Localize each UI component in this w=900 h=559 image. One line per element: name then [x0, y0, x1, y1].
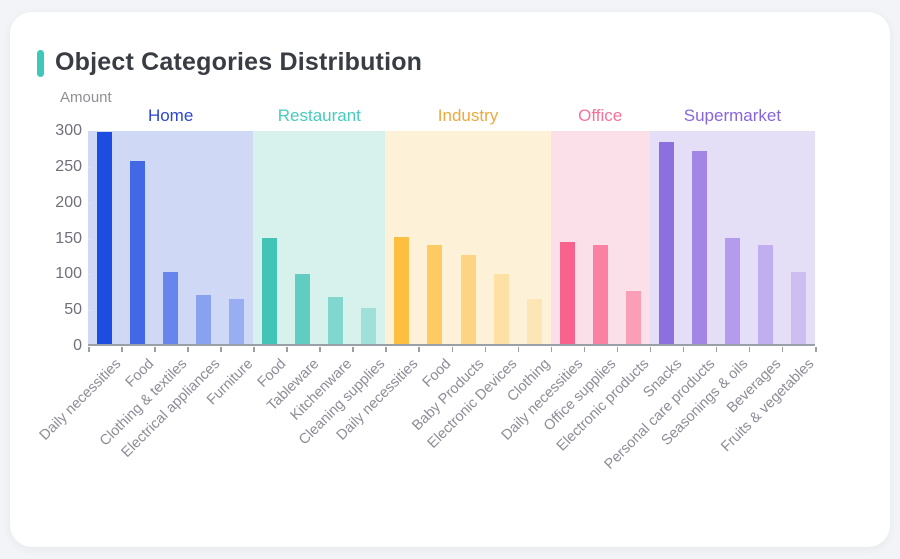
bar-cell — [352, 131, 385, 344]
bar-industry-daily-necessities[interactable] — [394, 236, 410, 344]
x-axis-tick — [583, 347, 586, 352]
bar-cell — [253, 131, 286, 344]
x-axis-tick — [550, 347, 553, 352]
x-axis-tick — [352, 347, 354, 352]
bar-cell — [88, 131, 121, 344]
bar-office-electronic-products[interactable] — [625, 290, 641, 344]
x-axis-tick — [253, 347, 255, 352]
bar-restaurant-kitchenware[interactable] — [328, 297, 344, 344]
bar-cell — [452, 131, 485, 344]
x-axis-tick — [649, 347, 652, 352]
group-label-home: Home — [147, 106, 194, 125]
x-axis-tick — [154, 347, 156, 352]
right-side-tick — [811, 166, 815, 168]
bar-office-office-supplies[interactable] — [592, 245, 608, 344]
group-band-industry: Industry — [385, 106, 551, 344]
x-axis-tick — [484, 347, 487, 352]
x-axis-tick — [616, 347, 619, 352]
bar-cell — [220, 131, 253, 344]
bar-supermarket-beverages[interactable] — [757, 244, 773, 344]
y-axis-tick-label-50: 50 — [64, 301, 82, 319]
y-axis-title: Amount — [60, 89, 112, 106]
bar-cell — [485, 131, 518, 344]
bar-restaurant-tableware[interactable] — [295, 274, 311, 344]
bar-industry-clothing[interactable] — [526, 298, 542, 344]
bar-home-clothing-textiles[interactable] — [163, 271, 179, 344]
bar-home-daily-necessities[interactable] — [97, 132, 113, 344]
x-axis-tick — [319, 347, 321, 352]
x-axis-tick — [385, 347, 387, 352]
bar-home-food[interactable] — [130, 160, 146, 344]
x-axis-tick — [187, 347, 189, 352]
chart-title: Object Categories Distribution — [55, 48, 423, 76]
group-band-restaurant: Restaurant — [253, 106, 386, 344]
bar-cell — [650, 131, 683, 344]
group-label-office: Office — [578, 106, 623, 125]
bar-cell — [716, 131, 749, 344]
bar-chart-plot-area: Home Restaurant Industry Office Supermarket — [88, 106, 816, 346]
group-label-supermarket: Supermarket — [683, 106, 782, 125]
y-axis-tick-label-150: 150 — [55, 229, 82, 247]
bar-cell — [154, 131, 187, 344]
x-axis-tick — [220, 347, 222, 352]
bar-office-daily-necessities[interactable] — [559, 242, 575, 344]
chart-card: Object Categories Distribution Amount Ho… — [10, 12, 890, 547]
bar-cell — [518, 131, 551, 344]
left-side-tick — [88, 202, 92, 204]
left-side-tick — [88, 310, 92, 312]
bar-restaurant-cleaning-supplies[interactable] — [361, 307, 377, 344]
bar-home-electrical-appliances[interactable] — [196, 295, 212, 344]
left-side-tick — [88, 166, 92, 168]
x-axis-tick — [748, 347, 751, 352]
x-axis-tick — [682, 347, 685, 352]
bar-cell — [683, 131, 716, 344]
x-axis-tick — [451, 347, 453, 352]
bar-supermarket-personal-care-products[interactable] — [691, 150, 707, 344]
y-axis-tick-label-250: 250 — [55, 157, 82, 175]
y-axis-tick-label-300: 300 — [55, 122, 82, 139]
bar-cell — [584, 131, 617, 344]
x-axis-tick — [88, 347, 90, 352]
x-axis-tick — [781, 347, 784, 352]
y-axis-tick-label-100: 100 — [55, 265, 82, 283]
bar-industry-baby-products[interactable] — [460, 254, 476, 344]
bar-cell — [782, 131, 815, 344]
bar-supermarket-seasonings-oils[interactable] — [724, 238, 740, 344]
bar-cell — [121, 131, 154, 344]
y-axis-tick-label-200: 200 — [55, 193, 82, 211]
right-side-tick — [811, 274, 815, 276]
bar-home-furniture[interactable] — [229, 298, 245, 344]
bar-cell — [551, 131, 584, 344]
bar-cell — [286, 131, 319, 344]
bar-cell — [187, 131, 220, 344]
x-axis-tick — [121, 347, 123, 352]
x-axis-tick — [715, 347, 718, 352]
right-side-tick — [811, 202, 815, 204]
x-axis-tick — [286, 347, 288, 352]
bar-cell — [385, 131, 418, 344]
group-band-supermarket: Supermarket — [649, 106, 816, 344]
group-band-home: Home — [88, 106, 254, 344]
title-accent-bar — [37, 50, 44, 77]
bar-restaurant-food[interactable] — [262, 238, 278, 344]
bar-supermarket-fruits-vegetables[interactable] — [791, 271, 806, 344]
group-band-office: Office — [550, 106, 650, 344]
right-side-tick — [811, 310, 815, 312]
bar-industry-food[interactable] — [427, 245, 443, 344]
bar-cell — [319, 131, 352, 344]
x-axis-tick — [815, 347, 817, 352]
bar-cell — [617, 131, 650, 344]
x-axis-tick — [418, 347, 420, 352]
right-side-tick — [811, 238, 815, 240]
y-axis-tick-label-0: 0 — [73, 337, 82, 354]
bar-cell — [418, 131, 451, 344]
left-side-tick — [88, 274, 92, 276]
x-axis-tick — [517, 347, 520, 352]
bar-industry-electronic-devices[interactable] — [493, 273, 509, 344]
bar-supermarket-snacks[interactable] — [658, 141, 674, 344]
group-label-restaurant: Restaurant — [277, 106, 361, 125]
group-label-industry: Industry — [437, 106, 499, 125]
bar-cell — [749, 131, 782, 344]
left-side-tick — [88, 238, 92, 240]
